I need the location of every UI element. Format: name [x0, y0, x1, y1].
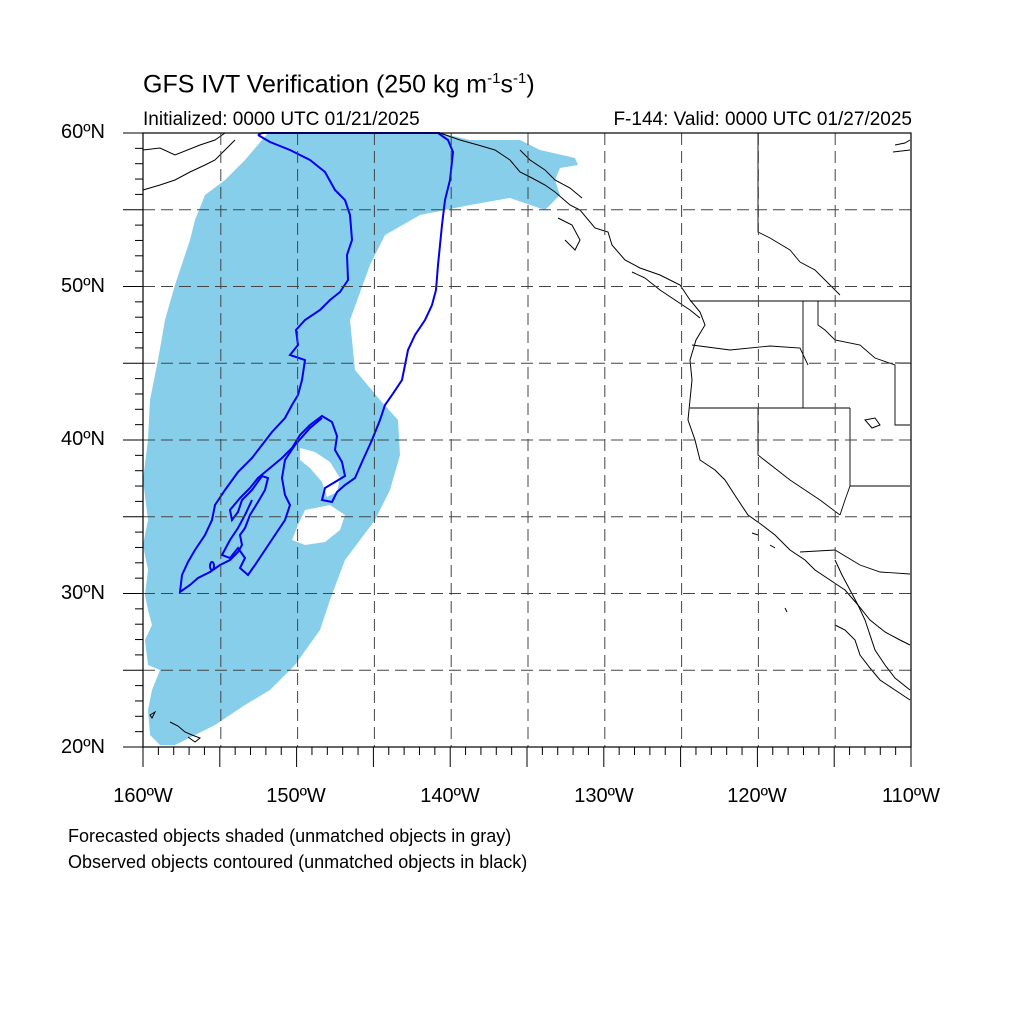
valid-time: F-144: Valid: 0000 UTC 01/27/2025 — [613, 109, 912, 130]
lon-label-160w: 160ºW — [113, 785, 173, 807]
map-title: GFS IVT Verification (250 kg m-1s-1) — [143, 70, 535, 99]
lat-label-30: 30ºN — [61, 582, 105, 604]
lon-label-140w: 140ºW — [420, 785, 480, 807]
lat-label-40: 40ºN — [61, 428, 105, 450]
lat-label-50: 50ºN — [61, 275, 105, 297]
forecast-object-gap — [292, 505, 345, 545]
lon-label-150w: 150ºW — [266, 785, 326, 807]
forecast-object-gap — [143, 133, 215, 192]
lat-label-60: 60ºN — [61, 121, 105, 143]
graticule — [143, 133, 911, 747]
lon-label-130w: 130ºW — [574, 785, 634, 807]
lon-label-110w: 110ºW — [881, 785, 941, 807]
lon-label-120w: 120ºW — [727, 785, 787, 807]
political-boundaries — [690, 133, 911, 575]
legend-note-forecast: Forecasted objects shaded (unmatched obj… — [68, 826, 512, 846]
init-time: Initialized: 0000 UTC 01/21/2025 — [143, 109, 420, 130]
forecast-object-shading — [143, 133, 578, 745]
legend-note-observed: Observed objects contoured (unmatched ob… — [68, 852, 528, 872]
lat-label-20: 20ºN — [61, 736, 105, 758]
axis-ticks — [123, 132, 912, 767]
coastlines — [142, 132, 911, 743]
